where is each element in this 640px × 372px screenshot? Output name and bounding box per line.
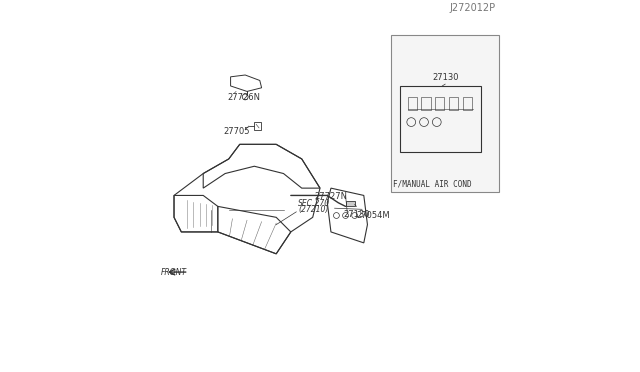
- Bar: [391, 35, 499, 192]
- Text: 27726N: 27726N: [227, 93, 260, 102]
- Bar: [435, 97, 444, 110]
- Bar: [449, 97, 458, 110]
- Text: 27054M: 27054M: [356, 211, 390, 220]
- Bar: [463, 97, 472, 110]
- Text: 27130: 27130: [432, 73, 458, 82]
- Bar: [346, 201, 355, 206]
- Bar: [408, 97, 417, 110]
- Text: (27210): (27210): [298, 205, 328, 214]
- Text: SEC.270: SEC.270: [298, 199, 330, 208]
- Bar: [422, 97, 431, 110]
- Text: 27130: 27130: [344, 210, 370, 219]
- Bar: [400, 86, 481, 152]
- Text: 27705: 27705: [223, 127, 250, 136]
- Text: J272012P: J272012P: [449, 3, 495, 13]
- Text: 27727N: 27727N: [314, 192, 348, 201]
- Text: F/MANUAL AIR COND: F/MANUAL AIR COND: [393, 179, 472, 188]
- Text: FRONT: FRONT: [161, 269, 187, 278]
- Bar: [254, 122, 261, 130]
